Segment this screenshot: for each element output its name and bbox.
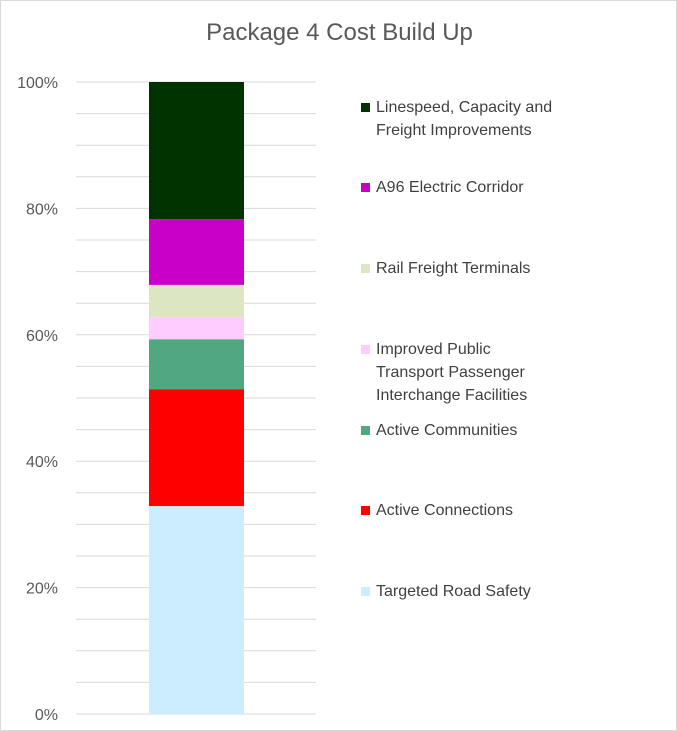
y-tick-label: 100% (17, 75, 58, 92)
legend-swatch (361, 103, 370, 112)
legend-swatch (361, 506, 370, 515)
bar-segment (149, 317, 244, 340)
legend-item: Targeted Road Safety (361, 580, 661, 603)
y-tick-label: 0% (35, 707, 58, 724)
legend-label: Active Communities (376, 422, 518, 439)
legend-swatch (361, 426, 370, 435)
legend-item: Active Connections (361, 499, 661, 522)
legend-label: Active Connections (376, 502, 513, 519)
legend-label: A96 Electric Corridor (376, 179, 524, 196)
legend-item: Improved Public Transport Passenger Inte… (361, 338, 661, 407)
bar-segment (149, 389, 244, 507)
bar-segment (149, 284, 244, 318)
bar-segment (149, 219, 244, 285)
y-tick-label: 40% (26, 454, 58, 471)
y-tick-label: 60% (26, 328, 58, 345)
legend-item: Linespeed, Capacity and Freight Improvem… (361, 96, 661, 142)
bar-segment (149, 339, 244, 390)
legend-label: Rail Freight Terminals (376, 260, 531, 277)
legend-label: Linespeed, Capacity and Freight Improvem… (376, 99, 553, 139)
y-tick-label: 80% (26, 201, 58, 218)
legend-item: A96 Electric Corridor (361, 176, 661, 199)
chart-title: Package 4 Cost Build Up (206, 19, 473, 46)
legend-swatch (361, 183, 370, 192)
bar-segment (149, 506, 244, 714)
legend-item: Rail Freight Terminals (361, 257, 661, 280)
legend-swatch (361, 587, 370, 596)
y-tick-label: 20% (26, 581, 58, 598)
legend-label: Improved Public Transport Passenger Inte… (376, 341, 528, 404)
legend-swatch (361, 345, 370, 354)
legend-swatch (361, 264, 370, 273)
bar-segment (149, 82, 244, 220)
legend-item: Active Communities (361, 419, 661, 442)
legend-label: Targeted Road Safety (376, 583, 531, 600)
